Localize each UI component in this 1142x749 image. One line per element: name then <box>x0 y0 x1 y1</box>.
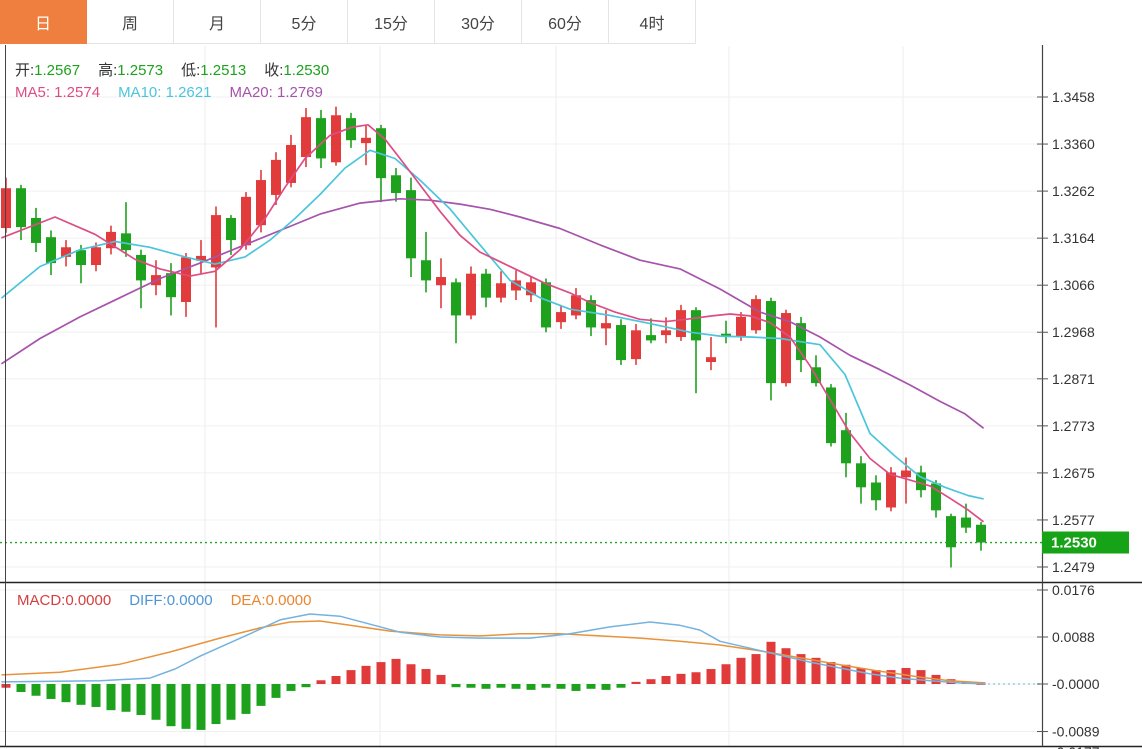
gridlines <box>0 46 1042 746</box>
ohlc-item: 高:1.2573 <box>98 62 163 79</box>
timeframe-tabbar: 日周月 5分 15分 30分 60分 4时 <box>0 0 696 44</box>
price-tick-label: 1.2479 <box>1052 559 1095 575</box>
price-tick-label: 1.3164 <box>1052 230 1095 246</box>
price-tick-label: 1.3360 <box>1052 136 1095 152</box>
price-tick-label: 1.2675 <box>1052 465 1095 481</box>
diff-line <box>1 613 986 685</box>
chart-frame <box>0 45 1142 748</box>
ohlc-value: 1.2513 <box>200 62 247 79</box>
ohlc-item: 收:1.2530 <box>264 62 329 79</box>
dea-line <box>1 620 986 684</box>
ohlc-item: 低:1.2513 <box>181 62 246 79</box>
tab-day[interactable]: 日 <box>0 0 87 44</box>
macd-info-row: MACD:0.0000 DIFF:0.0000 DEA:0.0000 <box>17 592 329 609</box>
macd-indicator-label: DIFF:0.0000 <box>129 592 213 609</box>
price-tick-label: 1.2577 <box>1052 512 1095 528</box>
tab-60min[interactable]: 60分 <box>522 0 609 44</box>
macd-tick-label: 0.0088 <box>1052 629 1095 645</box>
tab-30min[interactable]: 30分 <box>435 0 522 44</box>
price-tick-label: 1.3262 <box>1052 183 1095 199</box>
price-tick-label: 1.3458 <box>1052 89 1095 105</box>
current-price-tag: 1.2530 <box>1042 531 1129 554</box>
ohlc-value: 1.2567 <box>34 62 81 79</box>
candlestick-series <box>1 106 986 568</box>
price-tick-label: 1.3066 <box>1052 277 1095 293</box>
ohlc-value: 1.2530 <box>283 62 330 79</box>
ohlc-value: 1.2573 <box>117 62 164 79</box>
tab-month[interactable]: 月 <box>174 0 261 44</box>
ma-label: MA20: 1.2769 <box>229 84 323 101</box>
price-tick-label: 1.2773 <box>1052 418 1095 434</box>
macd-tick-label: -0.0089 <box>1052 724 1100 740</box>
ohlc-label: 开: <box>15 62 35 79</box>
macd-tick-label: 0.0176 <box>1052 582 1095 598</box>
tab-15min[interactable]: 15分 <box>348 0 435 44</box>
ohlc-info-row: 开:1.2567 高:1.2573 低:1.2513 收:1.2530 <box>15 59 347 80</box>
ma-label: MA5: 1.2574 <box>15 84 101 101</box>
ma20-line <box>1 197 984 429</box>
macd-indicator-label: MACD:0.0000 <box>17 592 112 609</box>
price-tick-label: 1.2871 <box>1052 371 1095 387</box>
tab-week[interactable]: 周 <box>87 0 174 44</box>
ohlc-label: 收: <box>264 62 284 79</box>
price-tick-label: 1.2968 <box>1052 324 1095 340</box>
ma-info-row: MA5: 1.2574 MA10: 1.2621 MA20: 1.2769 <box>15 84 341 101</box>
tab-5min[interactable]: 5分 <box>261 0 348 44</box>
ma-label: MA10: 1.2621 <box>118 84 212 101</box>
price-axis: 1.3458 1.3360 1.3262 1.3164 1.3066 1.2968 1.28… <box>1037 89 1095 575</box>
ma10-line <box>1 149 984 500</box>
ohlc-item: 开:1.2567 <box>15 62 80 79</box>
macd-histogram <box>1 641 986 730</box>
macd-axis: 0.0176 0.0088 -0.0000 -0.0089 -0.0177 <box>1037 582 1100 749</box>
tab-4hour[interactable]: 4时 <box>609 0 696 44</box>
current-price-tag-text: 1.2530 <box>1051 535 1097 552</box>
macd-bottom-clipped-label: -0.0177 <box>1052 744 1100 749</box>
macd-tick-label: -0.0000 <box>1052 676 1100 692</box>
macd-indicator-label: DEA:0.0000 <box>230 592 312 609</box>
ohlc-label: 高: <box>98 62 118 79</box>
ohlc-label: 低: <box>181 62 201 79</box>
ma5-line <box>1 123 984 523</box>
